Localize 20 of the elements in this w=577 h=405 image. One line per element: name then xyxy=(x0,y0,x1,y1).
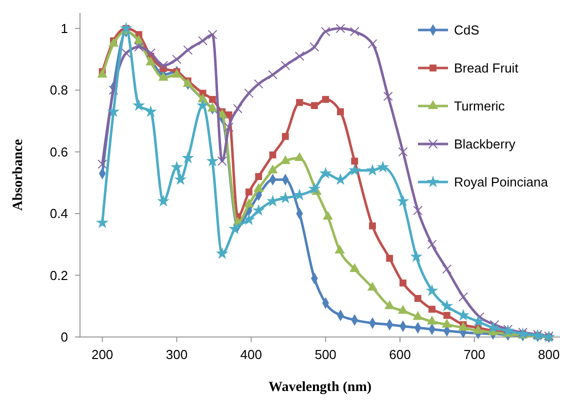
x-tick-label: 600 xyxy=(389,347,411,362)
x-tick-label: 300 xyxy=(166,347,188,362)
y-axis-title: Absorbance xyxy=(11,139,26,211)
x-tick-label: 700 xyxy=(464,347,486,362)
x-tick-label: 500 xyxy=(314,347,336,362)
legend-label: CdS xyxy=(454,22,480,38)
y-tick-label: 1 xyxy=(60,20,68,36)
x-axis-title: Wavelength (nm) xyxy=(268,380,372,395)
y-tick-label: 0 xyxy=(60,330,68,345)
legend-label: Bread Fruit xyxy=(454,60,519,76)
y-tick-label: 0.2 xyxy=(50,268,68,283)
legend-label: Blackberry xyxy=(454,136,516,152)
legend-label: Turmeric xyxy=(454,98,506,114)
x-tick-label: 200 xyxy=(91,347,114,362)
x-tick-label: 400 xyxy=(240,347,262,362)
x-tick-label: 800 xyxy=(538,347,560,362)
y-tick-label: 0.6 xyxy=(50,144,68,160)
y-tick-label: 0.4 xyxy=(50,206,68,222)
y-tick-label: 0.8 xyxy=(50,82,68,98)
legend-label: Royal Poinciana xyxy=(454,174,549,190)
